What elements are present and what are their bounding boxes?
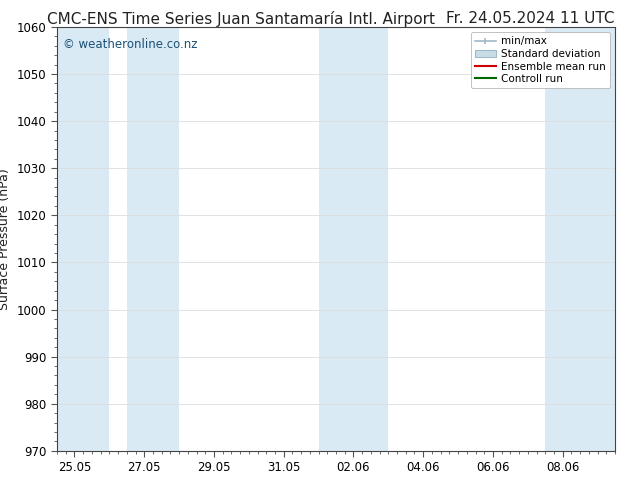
- Legend: min/max, Standard deviation, Ensemble mean run, Controll run: min/max, Standard deviation, Ensemble me…: [470, 32, 610, 88]
- Text: Fr. 24.05.2024 11 UTC: Fr. 24.05.2024 11 UTC: [446, 11, 615, 26]
- Bar: [127, 27, 179, 451]
- Bar: [545, 27, 615, 451]
- Y-axis label: Surface Pressure (hPa): Surface Pressure (hPa): [0, 168, 11, 310]
- Bar: [57, 27, 110, 451]
- Text: CMC-ENS Time Series Juan Santamaría Intl. Airport: CMC-ENS Time Series Juan Santamaría Intl…: [47, 11, 435, 27]
- Bar: [319, 27, 388, 451]
- Text: © weatheronline.co.nz: © weatheronline.co.nz: [63, 38, 197, 50]
